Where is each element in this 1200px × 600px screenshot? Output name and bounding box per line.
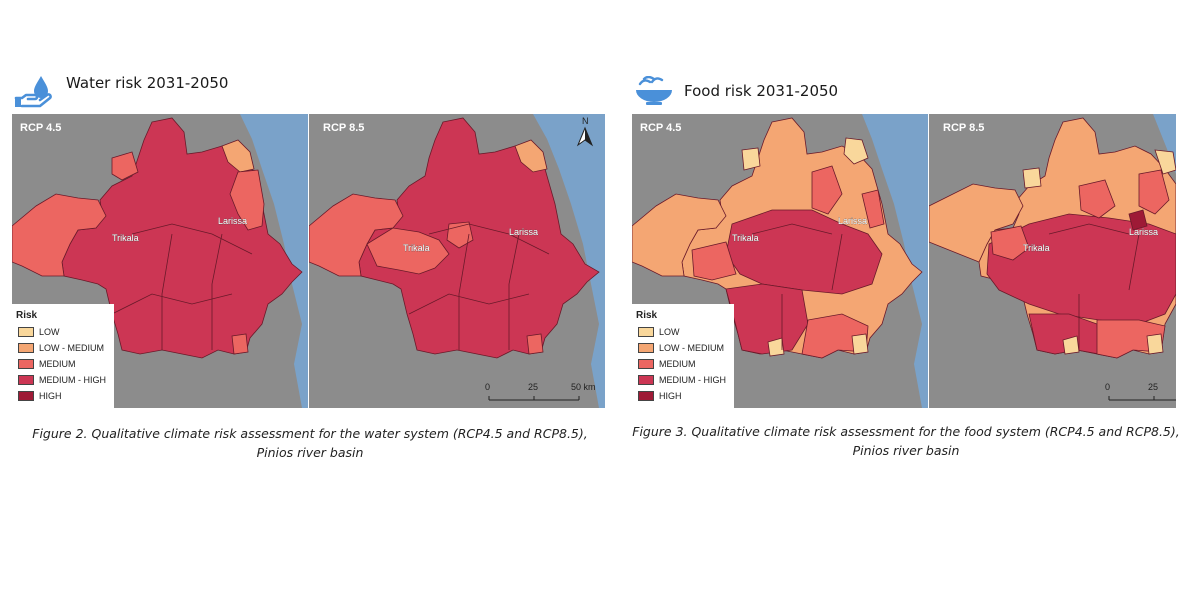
water-figure-caption: Figure 2. Qualitative climate risk asses… [32,426,588,460]
scale-tick-25: 25 [1148,382,1158,392]
city-label-trikala: Trikala [403,243,430,253]
water-map-rcp85-svg: Trikala Larissa N 0 25 50 km [309,114,605,408]
legend: Risk LOW LOW - MEDIUM MEDIUM MEDIUM - HI… [632,304,734,408]
food-map-rcp85: Trikala Larissa 0 25 RCP 8.5 [929,114,1176,408]
food-figure-caption: Figure 3. Qualitative climate risk asses… [632,424,1180,458]
food-map-rcp45-svg: Trikala Larissa [632,114,928,408]
legend-item-medium-high: MEDIUM - HIGH [18,374,106,386]
legend-item-low: LOW [638,326,680,338]
food-panel-title: Food risk 2031-2050 [684,82,839,100]
north-arrow-icon: N [576,116,594,147]
water-map-rcp45-svg: Trikala Larissa [12,114,308,408]
legend: Risk LOW LOW - MEDIUM MEDIUM MEDIUM - HI… [12,304,114,408]
legend-item-medium: MEDIUM [638,358,696,370]
city-label-trikala: Trikala [1023,243,1050,253]
food-map-rcp85-svg: Trikala Larissa 0 25 [929,114,1176,401]
legend-item-low: LOW [18,326,60,338]
city-label-trikala: Trikala [732,233,759,243]
legend-item-medium: MEDIUM [18,358,76,370]
scale-tick-25: 25 [528,382,538,392]
legend-item-low-medium: LOW - MEDIUM [18,342,104,354]
city-label-larissa: Larissa [218,216,247,226]
water-panel-title: Water risk 2031-2050 [66,74,229,92]
food-bowl-icon [634,75,674,113]
scenario-label: RCP 4.5 [20,122,62,134]
legend-item-high: HIGH [638,390,682,402]
scale-bar: 0 25 [1105,382,1176,401]
scale-tick-0: 0 [1105,382,1110,392]
water-hand-icon [14,74,54,113]
scenario-label: RCP 4.5 [640,122,682,134]
water-map-rcp85: Trikala Larissa N 0 25 50 km RCP 8.5 [309,114,605,408]
city-label-trikala: Trikala [112,233,139,243]
water-map-rcp45: Trikala Larissa RCP 4.5 Risk LOW LOW - M… [12,114,308,408]
legend-item-high: HIGH [18,390,62,402]
scale-bar: 0 25 50 km [485,382,596,401]
legend-title: Risk [16,310,38,321]
food-map-rcp45: Trikala Larissa RCP 4.5 Risk LOW LOW - M… [632,114,928,408]
scenario-label: RCP 8.5 [943,122,985,134]
city-label-larissa: Larissa [838,216,867,226]
legend-item-medium-high: MEDIUM - HIGH [638,374,726,386]
city-label-larissa: Larissa [509,227,538,237]
legend-item-low-medium: LOW - MEDIUM [638,342,724,354]
city-label-larissa: Larissa [1129,227,1158,237]
scale-tick-50: 50 km [571,382,596,392]
svg-text:N: N [582,116,589,126]
scale-tick-0: 0 [485,382,490,392]
legend-title: Risk [636,310,658,321]
scenario-label: RCP 8.5 [323,122,365,134]
